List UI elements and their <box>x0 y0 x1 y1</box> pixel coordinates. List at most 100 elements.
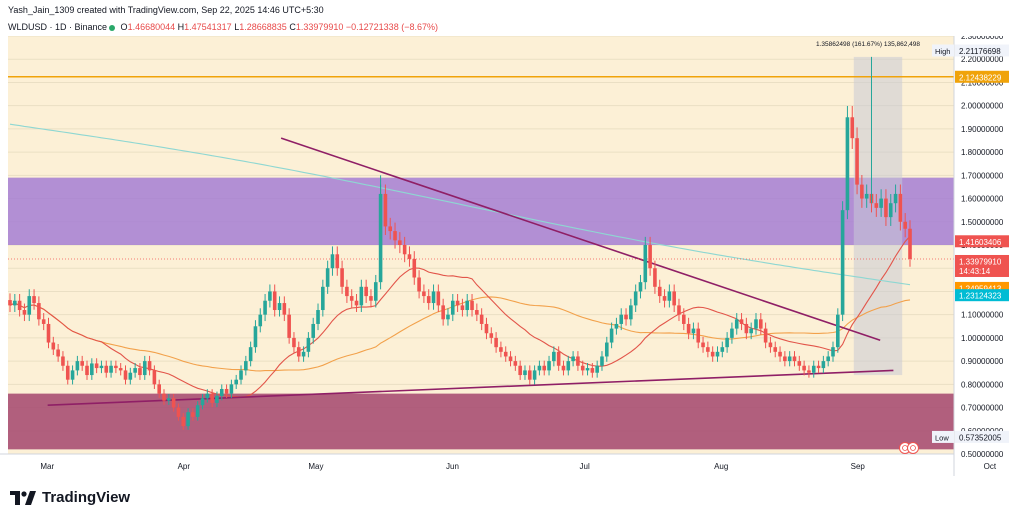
candle-up <box>450 300 455 315</box>
candle-up <box>70 370 75 380</box>
candle-up <box>239 370 243 380</box>
candle-up <box>667 291 672 301</box>
price-axis[interactable]: USD2.300000002.200000002.100000002.00000… <box>932 28 1009 476</box>
candle-down <box>171 398 176 408</box>
candle-up <box>749 328 753 334</box>
candle-down <box>860 184 864 199</box>
candle-up <box>253 326 258 348</box>
low-label: L <box>234 22 240 32</box>
candle-up <box>725 337 729 348</box>
candle-up <box>200 398 205 406</box>
candle-up <box>715 351 720 357</box>
candles <box>8 56 912 430</box>
candle-down <box>580 365 585 371</box>
candle-down <box>479 314 484 324</box>
time-tick-label: Jun <box>446 462 459 471</box>
candle-up <box>330 254 335 269</box>
candle-down <box>282 303 287 315</box>
candle-down <box>335 254 340 269</box>
candle-down <box>706 347 710 352</box>
candle-down <box>412 258 417 278</box>
resistance-zone <box>8 177 954 245</box>
last-price-value: 1.33979910 <box>959 257 1002 266</box>
price-tick-label: 2.20000000 <box>961 55 1004 64</box>
trendline <box>47 369 894 407</box>
candle-down <box>388 226 393 232</box>
candle-down <box>484 323 489 334</box>
change-value: −0.12721338 (−8.67%) <box>345 22 438 32</box>
candle-down <box>681 314 686 324</box>
candle-up <box>109 365 113 373</box>
candle-up <box>263 300 267 315</box>
footer-brand[interactable]: TradingView <box>10 489 130 506</box>
time-tick-label: Mar <box>40 462 54 471</box>
candle-up <box>321 286 325 311</box>
candle-down <box>37 303 41 320</box>
open-value: 1.46680044 <box>127 22 176 32</box>
price-badge-value: 1.24959413 <box>959 284 1002 293</box>
high-label: H <box>177 22 185 32</box>
candle-down <box>417 277 421 292</box>
candle-up <box>532 370 537 380</box>
candle-up <box>277 303 282 311</box>
candle-down <box>624 314 628 320</box>
moving-averages <box>9 123 911 398</box>
time-axis[interactable]: Mar Apr May Jun Jul Aug Sep Oct <box>0 442 997 472</box>
candle-down <box>677 305 681 315</box>
candle-up <box>27 296 32 315</box>
candle-down <box>778 351 782 357</box>
candle-down <box>402 245 407 255</box>
candle-up <box>879 198 883 208</box>
time-tick-label: Sep <box>851 462 866 471</box>
high-value: 1.47541317 <box>184 22 232 32</box>
candle-up <box>609 328 614 343</box>
candle-up <box>446 314 450 320</box>
time-tick-label: Apr <box>178 462 191 471</box>
price-tick-label: 2.00000000 <box>961 102 1004 111</box>
candle-down <box>422 291 426 297</box>
candle-down <box>147 361 152 371</box>
tradingview-brand-text: TradingView <box>42 489 131 506</box>
candle-up <box>258 314 263 327</box>
candle-down <box>210 393 214 403</box>
price-tick-label: 0.70000000 <box>961 404 1004 413</box>
candle-up <box>619 314 624 324</box>
candle-up <box>186 412 190 427</box>
candle-down <box>763 328 768 343</box>
candle-down <box>287 314 291 338</box>
candle-up <box>811 365 816 373</box>
candle-up <box>142 361 147 376</box>
candle-down <box>85 365 89 376</box>
candle-down <box>657 286 662 297</box>
candle-down <box>653 268 657 287</box>
close-value: 1.33979910 <box>295 22 344 32</box>
candle-down <box>94 363 99 369</box>
candle-up <box>523 370 527 376</box>
measure-box <box>853 56 903 376</box>
zones: 1.35862498 (161.67%) 135,862,498 <box>8 41 954 450</box>
candle-down <box>576 356 580 366</box>
symbol-label[interactable]: WLDUSD · 1D · Binance <box>8 22 108 32</box>
candle-up <box>234 379 239 385</box>
candle-down <box>17 300 22 311</box>
price-chart[interactable]: 1.35862498 (161.67%) 135,862,498 USD2.30… <box>0 28 1024 476</box>
price-tick-label: 0.80000000 <box>961 380 1004 389</box>
open-label: O <box>120 22 128 32</box>
candle-up <box>99 365 104 369</box>
countdown-value: 14:43:14 <box>959 267 991 276</box>
candle-down <box>80 361 84 366</box>
time-tick-label: Jul <box>580 462 590 471</box>
candle-down <box>65 365 70 380</box>
candle-down <box>340 268 344 287</box>
candle-up <box>547 361 551 371</box>
candle-up <box>306 337 311 352</box>
price-tick-label: 2.30000000 <box>961 36 1004 41</box>
candle-up <box>229 384 234 394</box>
candle-down <box>191 412 195 417</box>
candle-down <box>590 368 595 373</box>
candle-down <box>662 296 667 301</box>
candle-down <box>816 365 821 369</box>
candle-up <box>378 193 383 283</box>
candle-up <box>167 398 171 401</box>
chart-svg[interactable]: 1.35862498 (161.67%) 135,862,498 USD2.30… <box>0 28 1024 476</box>
